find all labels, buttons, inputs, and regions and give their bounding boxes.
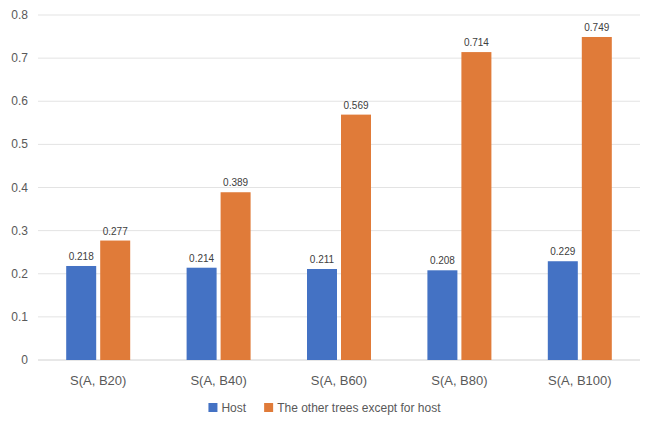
- data-label: 0.208: [430, 255, 455, 266]
- data-label: 0.214: [189, 253, 214, 264]
- y-tick-label: 0.1: [11, 310, 28, 324]
- bar: [341, 115, 371, 360]
- data-label: 0.569: [343, 100, 368, 111]
- bar: [307, 269, 337, 360]
- data-label: 0.229: [550, 246, 575, 257]
- legend-label: Host: [221, 401, 246, 415]
- bar: [461, 52, 491, 360]
- grid-line: [38, 187, 640, 188]
- grid-line: [38, 101, 640, 102]
- x-tick-label: S(A, B80): [431, 373, 487, 388]
- x-tick-label: S(A, B100): [548, 373, 612, 388]
- x-tick-label: S(A, B40): [190, 373, 246, 388]
- x-tick-label: S(A, B20): [70, 373, 126, 388]
- data-label: 0.211: [310, 254, 335, 265]
- grid-line: [38, 58, 640, 59]
- data-label: 0.277: [103, 226, 128, 237]
- y-tick-label: 0.2: [11, 267, 28, 281]
- legend-item: The other trees except for host: [264, 401, 441, 415]
- legend-swatch: [208, 403, 217, 412]
- y-tick-label: 0.8: [11, 8, 28, 22]
- bars: [66, 37, 612, 360]
- bar: [221, 192, 251, 360]
- grid-line: [38, 15, 640, 16]
- chart-svg: 0 0.1 0.2 0.3 0.4 0.5 0.6 0.7 0.8 0.218 0.277 S(A, …: [0, 0, 649, 427]
- bar: [187, 268, 217, 360]
- bar: [66, 266, 96, 360]
- x-tick-label: S(A, B60): [311, 373, 367, 388]
- chart-root: 0 0.1 0.2 0.3 0.4 0.5 0.6 0.7 0.8 0.218 0.277 S(A, …: [0, 0, 649, 427]
- background: [0, 0, 649, 427]
- y-tick-label: 0.7: [11, 51, 28, 65]
- bar: [582, 37, 612, 360]
- data-label: 0.714: [464, 37, 489, 48]
- y-tick-label: 0: [21, 353, 28, 367]
- bar: [427, 270, 457, 360]
- grid-line: [38, 144, 640, 145]
- bar: [548, 261, 578, 360]
- legend-label: The other trees except for host: [277, 401, 441, 415]
- y-tick-label: 0.6: [11, 94, 28, 108]
- legend-item: Host: [208, 401, 246, 415]
- y-tick-label: 0.5: [11, 137, 28, 151]
- data-label: 0.389: [223, 177, 248, 188]
- legend-swatch: [264, 403, 273, 412]
- y-tick-label: 0.3: [11, 224, 28, 238]
- data-label: 0.749: [584, 22, 609, 33]
- legend: Host The other trees except for host: [208, 401, 441, 415]
- data-label: 0.218: [69, 251, 94, 262]
- bar: [100, 241, 130, 360]
- y-tick-label: 0.4: [11, 181, 28, 195]
- grid-line: [38, 230, 640, 231]
